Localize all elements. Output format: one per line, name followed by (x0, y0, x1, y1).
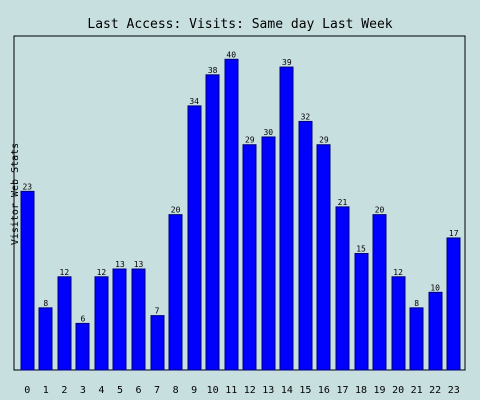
value-label-1: 8 (43, 299, 48, 308)
bars-group (20, 58, 461, 371)
x-tick-label-16: 16 (318, 385, 330, 396)
bar-7 (150, 315, 165, 371)
value-label-23: 17 (449, 229, 459, 238)
bar-12 (242, 144, 257, 371)
x-tick-label-7: 7 (154, 385, 160, 396)
x-tick-labels-group: 0 1 2 3 4 5 6 7 8 9 10 11 12 13 14 15 16 17 18 19 20 21 22 23 (24, 385, 459, 396)
x-tick-label-19: 19 (374, 385, 386, 396)
bar-1 (38, 307, 53, 371)
value-labels-group: 23 8 12 6 12 13 13 7 20 34 38 40 29 30 39 32 29 21 15 20 12 8… (22, 50, 458, 323)
value-label-0: 23 (22, 182, 32, 191)
x-tick-label-6: 6 (136, 385, 142, 396)
x-tick-label-0: 0 (24, 385, 30, 396)
bar-3 (75, 322, 90, 371)
value-label-3: 6 (80, 314, 85, 323)
bar-18 (354, 252, 369, 371)
value-label-9: 34 (189, 97, 199, 106)
value-label-5: 13 (115, 260, 125, 269)
chart-title: Last Access: Visits: Same day Last Week (87, 17, 392, 32)
value-label-22: 10 (430, 283, 440, 292)
x-tick-label-17: 17 (336, 385, 348, 396)
bar-15 (298, 120, 313, 371)
x-tick-label-10: 10 (207, 385, 219, 396)
x-tick-label-22: 22 (429, 385, 441, 396)
bar-0 (20, 190, 35, 371)
plot-area-border (13, 35, 466, 371)
value-label-12: 29 (245, 136, 255, 145)
bar-21 (409, 307, 424, 371)
bar-8 (168, 214, 183, 371)
bar-13 (261, 136, 276, 371)
bar-10 (205, 74, 220, 371)
value-label-10: 38 (208, 66, 218, 75)
bar-22 (428, 291, 443, 371)
value-label-21: 8 (414, 299, 419, 308)
bar-14 (279, 66, 294, 371)
x-tick-label-14: 14 (281, 385, 293, 396)
value-label-8: 20 (171, 206, 181, 215)
bar-16 (316, 144, 331, 371)
x-tick-label-4: 4 (98, 385, 104, 396)
bar-23 (446, 237, 461, 371)
bar-6 (131, 268, 146, 371)
value-label-18: 15 (356, 244, 366, 253)
bar-17 (335, 206, 350, 371)
value-label-17: 21 (338, 198, 348, 207)
value-label-6: 13 (134, 260, 144, 269)
x-tick-label-8: 8 (173, 385, 179, 396)
bar-11 (224, 58, 239, 371)
x-tick-label-5: 5 (117, 385, 123, 396)
x-tick-label-9: 9 (191, 385, 197, 396)
x-tick-label-11: 11 (225, 385, 237, 396)
bar-4 (94, 276, 109, 371)
value-label-14: 39 (282, 58, 292, 67)
x-tick-label-23: 23 (448, 385, 460, 396)
bar-20 (391, 276, 406, 371)
x-tick-label-20: 20 (392, 385, 404, 396)
value-label-20: 12 (393, 268, 403, 277)
x-tick-label-2: 2 (61, 385, 67, 396)
x-tick-label-18: 18 (355, 385, 367, 396)
value-label-11: 40 (226, 50, 236, 59)
x-tick-label-3: 3 (80, 385, 86, 396)
value-label-19: 20 (375, 206, 385, 215)
bar-19 (372, 214, 387, 371)
value-label-7: 7 (155, 307, 160, 316)
bar-5 (112, 268, 127, 371)
bar-2 (57, 276, 72, 371)
x-tick-label-13: 13 (262, 385, 274, 396)
x-tick-label-12: 12 (244, 385, 256, 396)
x-tick-label-1: 1 (43, 385, 49, 396)
x-tick-label-15: 15 (299, 385, 311, 396)
bar-9 (187, 105, 202, 371)
value-label-13: 30 (263, 128, 273, 137)
value-label-4: 12 (97, 268, 107, 277)
value-label-2: 12 (60, 268, 70, 277)
value-label-15: 32 (301, 112, 311, 121)
value-label-16: 29 (319, 136, 329, 145)
y-axis-label: Visitor Web Stats (10, 143, 21, 245)
x-tick-label-21: 21 (411, 385, 423, 396)
